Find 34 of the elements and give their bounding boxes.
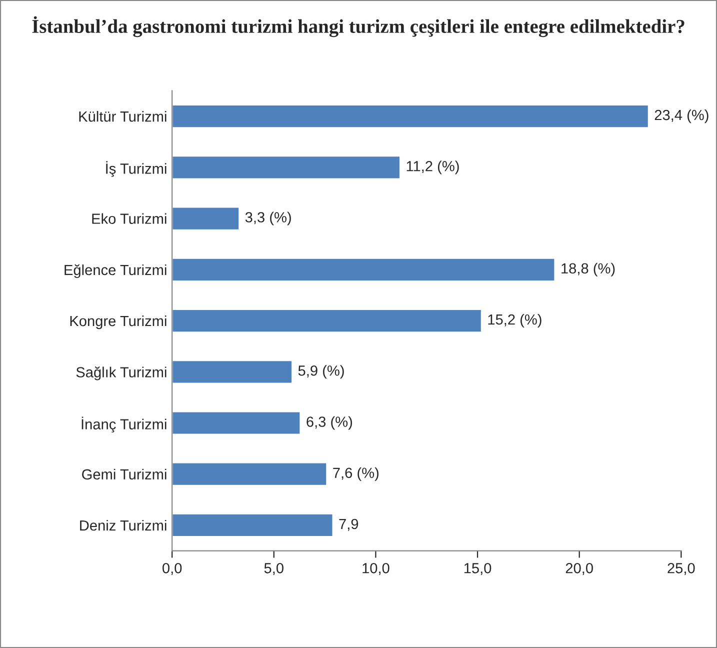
bar [172, 155, 401, 180]
bar [172, 104, 650, 128]
data-label: 23,4 (%) [654, 109, 708, 124]
x-tick-label: 5,0 [264, 562, 284, 576]
y-tick-label: Kültür Turizmi [79, 110, 166, 122]
y-tick-label: İnanç Turizmi [82, 416, 166, 432]
bar [172, 206, 240, 231]
bar [172, 513, 334, 538]
data-label: 7,9 [339, 518, 358, 531]
data-label: 18,8 (%) [562, 262, 615, 276]
y-tick-label: Eğlence Turizmi [64, 264, 166, 278]
data-label: 5,9 (%) [298, 365, 344, 379]
bar [172, 410, 302, 436]
data-label: 15,2 (%) [488, 314, 542, 328]
bar [172, 257, 556, 282]
y-tick-label: Sağlık Turizmi [76, 366, 166, 380]
y-tick-label: İş Turizmi [106, 161, 166, 177]
data-label: 6,3 (%) [306, 416, 352, 430]
bar [172, 462, 328, 486]
x-tick-label: 25,0 [668, 562, 695, 576]
bar [172, 308, 482, 333]
y-tick-label: Eko Turizmi [92, 213, 166, 224]
data-label: 3,3 (%) [245, 212, 291, 226]
y-tick-label: Deniz Turizmi [80, 520, 166, 531]
x-tick-label: 20,0 [566, 562, 593, 576]
bar [172, 360, 293, 384]
data-label: 7,6 (%) [333, 467, 378, 481]
x-tick-label: 0,0 [162, 562, 182, 576]
y-tick-label: Kongre Turizmi [70, 315, 166, 330]
y-tick-label: Gemi Turizmi [82, 468, 166, 480]
x-tick-label: 10,0 [362, 562, 390, 576]
data-label: 11,2 (%) [406, 160, 459, 174]
chart-title: İstanbul’da gastronomi turizmi hangi turizm çeşitleri ile entegre edilmektedir? [32, 16, 684, 38]
x-tick-label: 15,0 [464, 562, 492, 576]
